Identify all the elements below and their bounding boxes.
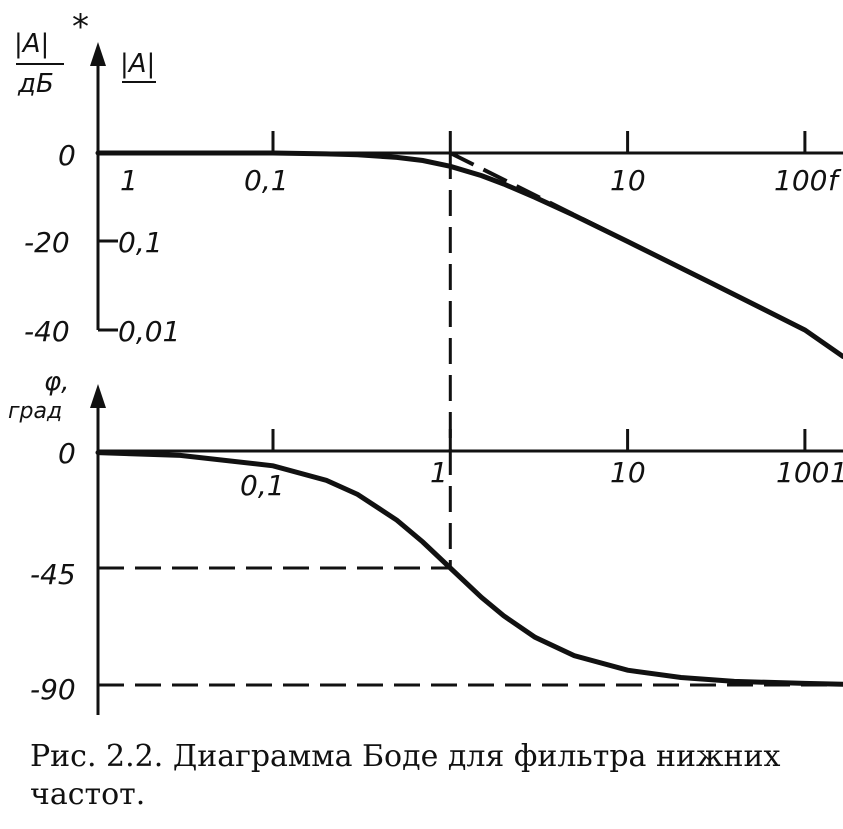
phase-x-tick-label-1: 1	[430, 456, 448, 489]
magnitude-y-label-bottom: дБ	[17, 69, 54, 99]
phase-x-tick-label-10: 10	[610, 456, 646, 489]
magnitude-marker: *	[72, 7, 89, 47]
magnitude-ratio-tick-label-0-01: 0,01	[118, 315, 180, 348]
phase-y-tick-label-0: 0	[58, 437, 76, 470]
magnitude-y-tick-label-minus20: -20	[24, 226, 70, 259]
phase-y-tick-label-minus90: -90	[30, 673, 76, 706]
phase-x-ticks	[271, 429, 807, 451]
phase-response-curve	[95, 450, 843, 687]
phase-y-axis-arrow-icon	[90, 384, 106, 408]
magnitude-y-label-top: |A|	[14, 29, 49, 59]
figure-caption: Рис. 2.2. Диаграмма Боде для фильтра ниж…	[30, 739, 781, 812]
magnitude-x-tick-label-1: 1	[120, 164, 138, 197]
phase-y-label-top: φ,	[44, 367, 69, 397]
magnitude-x-tick-label-0-1: 0,1	[244, 164, 289, 197]
phase-y-label-bottom: град	[8, 399, 62, 424]
phase-y-tick-label-minus45: -45	[30, 558, 76, 591]
magnitude-y-tick-label-0: 0	[58, 139, 76, 172]
phase-plot: φ, град 0 -45 -90 0,1 1 10 100 1	[8, 367, 843, 715]
magnitude-x-ticks	[271, 131, 807, 153]
magnitude-x-axis-label: f	[828, 164, 842, 197]
magnitude-x-tick-label-10: 10	[610, 164, 646, 197]
magnitude-ratio-label: |A|	[120, 49, 155, 79]
phase-x-tick-label-edge: 1	[830, 456, 843, 489]
magnitude-response-curve	[95, 150, 843, 359]
magnitude-plot: |A| дБ * |A| 0 -20 -40 0,1 0,01 1 0,1 10…	[14, 7, 843, 359]
phase-x-tick-label-100: 100	[776, 456, 829, 489]
magnitude-x-tick-label-100: 100	[774, 164, 827, 197]
magnitude-y-axis-arrow-icon	[90, 42, 106, 66]
phase-x-tick-label-0-1: 0,1	[240, 469, 285, 502]
magnitude-asymptote-line	[449, 151, 843, 359]
magnitude-ratio-tick-label-0-1: 0,1	[118, 226, 163, 259]
magnitude-y-tick-label-minus40: -40	[24, 315, 70, 348]
